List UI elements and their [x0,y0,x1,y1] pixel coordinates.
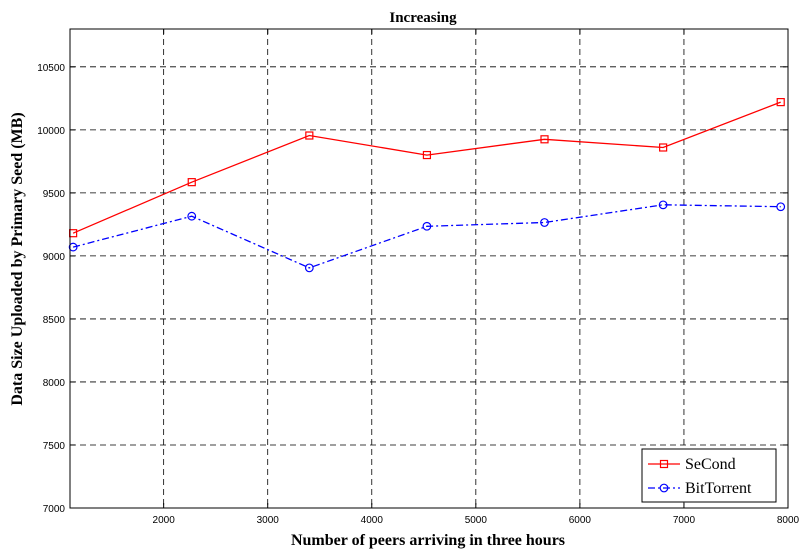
y-axis-label: Data Size Uploaded by Primary Seed (MB) [9,112,26,405]
data-point-second [422,150,432,160]
x-axis-label: Number of peers arriving in three hours [291,532,565,549]
legend-label-bittorrent: BitTorrent [685,480,752,497]
y-tick-label: 10000 [37,126,65,137]
data-point-bittorrent [68,242,78,252]
data-point-bittorrent [187,211,197,221]
y-tick-label: 10500 [37,63,65,74]
data-point-second [776,98,785,107]
data-point-bittorrent [540,218,549,227]
x-tick-label: 3000 [257,515,280,526]
x-tick-label: 6000 [569,515,592,526]
series-line-second [72,101,781,234]
data-point-bittorrent [776,202,786,212]
legend-marker-bittorrent [659,483,669,493]
y-tick-label: 8000 [43,378,66,389]
x-tick-label: 8000 [777,515,800,526]
data-series [68,98,786,273]
legend-marker-second [659,459,669,469]
data-point-bittorrent [658,200,668,210]
series-bittorrent [68,200,786,273]
legend-label-second: SeCond [685,456,736,473]
axis-ticks: 2000 3000 4000 5000 6000 7000 8000 7000 7500 8000… [37,29,800,526]
legend: SeCond BitTorrent [641,448,777,503]
x-tick-label: 5000 [465,515,488,526]
y-tick-label: 7000 [43,504,66,515]
y-tick-label: 7500 [43,441,66,452]
plot-frame [69,28,789,509]
legend-box [641,448,777,503]
data-point-second [659,143,668,152]
x-tick-label: 2000 [153,515,176,526]
x-tick-label: 7000 [673,515,696,526]
y-tick-label: 8500 [43,315,66,326]
y-tick-label: 9000 [43,252,66,263]
data-point-second [305,131,314,140]
data-point-bittorrent [422,221,432,231]
x-tick-label: 4000 [361,515,384,526]
data-point-second [187,178,196,187]
series-line-bittorrent [72,204,781,269]
data-point-bittorrent [304,263,314,273]
data-point-second [540,135,549,144]
chart-title: Increasing [389,10,457,26]
series-second [69,98,785,238]
y-tick-label: 9500 [43,189,66,200]
grid-lines [70,29,788,508]
